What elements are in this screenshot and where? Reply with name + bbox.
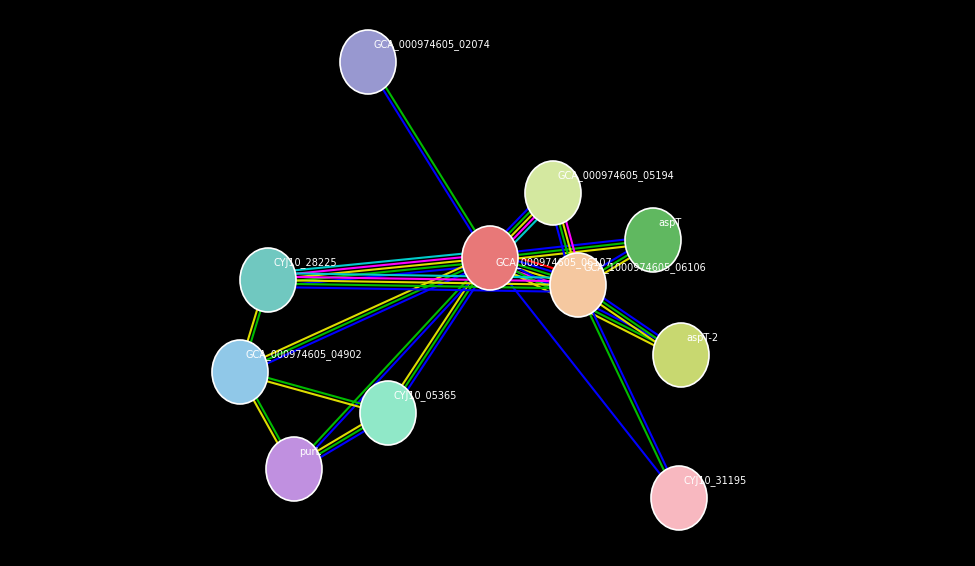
Text: aspT-2: aspT-2 [686,333,719,343]
Ellipse shape [240,248,296,312]
Text: CYJ10_28225: CYJ10_28225 [273,257,336,268]
Text: GCA_000974605_06107: GCA_000974605_06107 [495,257,611,268]
Text: CYJ10_31195: CYJ10_31195 [684,475,747,486]
Ellipse shape [625,208,681,272]
Text: GCA_000974605_02074: GCA_000974605_02074 [373,39,489,50]
Ellipse shape [340,30,396,94]
Text: GCA_1000974605_06106: GCA_1000974605_06106 [583,262,706,273]
Ellipse shape [550,253,606,317]
Text: aspT: aspT [658,218,682,228]
Ellipse shape [266,437,322,501]
Ellipse shape [360,381,416,445]
Text: CYJ10_05365: CYJ10_05365 [393,390,456,401]
Ellipse shape [462,226,518,290]
Ellipse shape [212,340,268,404]
Text: GCA_000974605_04902: GCA_000974605_04902 [245,349,362,360]
Ellipse shape [653,323,709,387]
Ellipse shape [651,466,707,530]
Text: GCA_000974605_05194: GCA_000974605_05194 [558,170,675,181]
Ellipse shape [525,161,581,225]
Text: purL: purL [299,447,321,457]
